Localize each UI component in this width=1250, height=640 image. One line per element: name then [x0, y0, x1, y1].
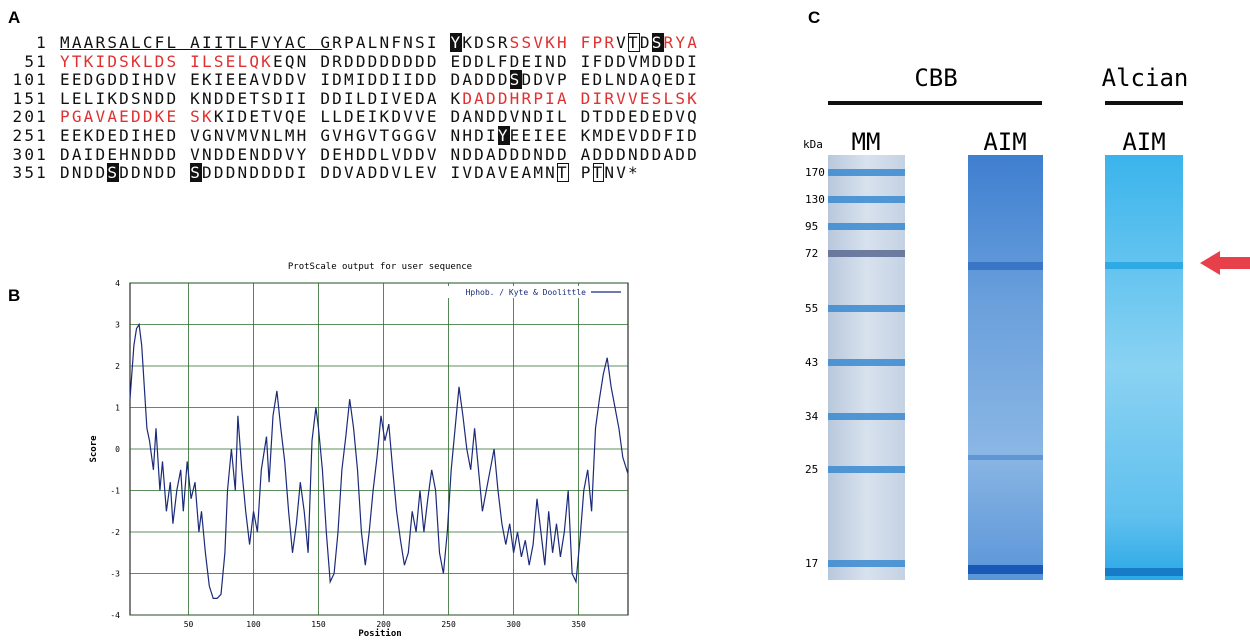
marker-band	[828, 223, 905, 230]
band	[968, 262, 1043, 270]
band	[968, 565, 1043, 574]
lane	[1105, 155, 1183, 580]
marker-band	[828, 413, 905, 420]
y-tick-label: -2	[110, 528, 120, 537]
arrow	[1200, 251, 1250, 275]
marker-label: 130	[805, 193, 825, 206]
x-tick-label: 200	[376, 620, 391, 629]
band	[968, 455, 1043, 460]
x-tick-label: 100	[246, 620, 261, 629]
y-tick-label: 0	[115, 445, 120, 454]
y-tick-label: 2	[115, 362, 120, 371]
lane-label: AIM	[1122, 128, 1165, 156]
marker-band	[828, 466, 905, 473]
x-tick-label: 150	[311, 620, 326, 629]
marker-label: 25	[805, 463, 818, 476]
unit-label: kDa	[803, 138, 823, 151]
marker-band	[828, 305, 905, 312]
group-label: Alcian	[1102, 64, 1189, 92]
marker-label: 17	[805, 557, 818, 570]
y-tick-label: 1	[115, 404, 120, 413]
lane-label: AIM	[983, 128, 1026, 156]
marker-label: 55	[805, 302, 818, 315]
x-tick-label: 250	[441, 620, 456, 629]
lane-label: MM	[852, 128, 881, 156]
band	[1105, 568, 1183, 576]
y-tick-label: 3	[115, 321, 120, 330]
marker-band	[828, 169, 905, 176]
x-tick-label: 50	[184, 620, 194, 629]
marker-label: 72	[805, 247, 818, 260]
marker-band	[828, 359, 905, 366]
y-tick-label: -1	[110, 487, 120, 496]
marker-band	[828, 250, 905, 257]
marker-label: 170	[805, 166, 825, 179]
x-label: Position	[358, 628, 401, 639]
gel-panel: CBB Alcian MM AIM AIM kDa 170 130 95 72 55 43 34 25 17	[800, 0, 1250, 640]
chart-title: ProtScale output for user sequence	[288, 262, 472, 272]
y-tick-label: -3	[110, 570, 120, 579]
marker-band	[828, 560, 905, 567]
marker-label: 95	[805, 220, 818, 233]
hydropathy-chart: ProtScale output for user sequence Posit…	[0, 0, 760, 640]
marker-label: 43	[805, 356, 818, 369]
lane	[828, 155, 905, 580]
y-label: Score	[89, 435, 99, 463]
group-label: CBB	[914, 64, 957, 92]
marker-band	[828, 196, 905, 203]
x-tick-label: 300	[506, 620, 521, 629]
marker-label: 34	[805, 410, 819, 423]
y-tick-label: -4	[110, 611, 120, 620]
band	[1105, 262, 1183, 269]
x-tick-label: 350	[571, 620, 586, 629]
page: {"panel_a": {"label": "A", "lines": [ {"…	[0, 0, 1250, 640]
lane	[968, 155, 1043, 580]
y-tick-label: 4	[115, 279, 120, 288]
legend-label: Hphob. / Kyte & Doolittle	[466, 288, 587, 297]
data-line	[130, 325, 628, 599]
